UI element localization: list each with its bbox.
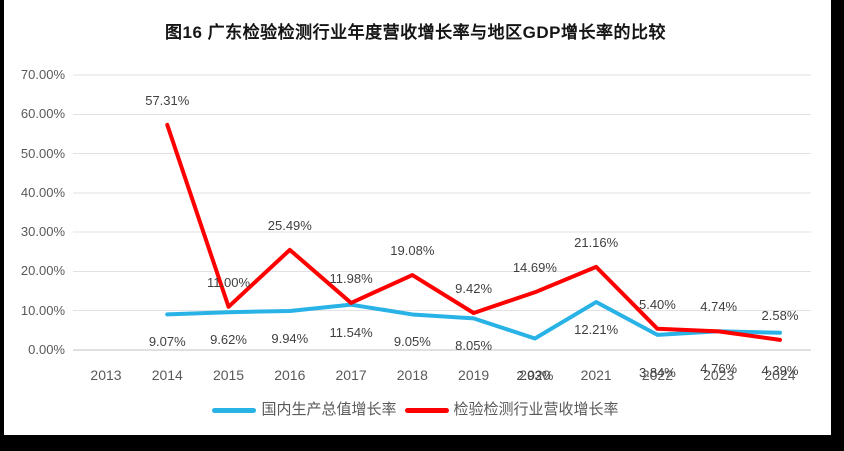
y-tick-label: 30.00% — [20, 224, 65, 240]
x-tick-label: 2014 — [151, 367, 183, 383]
legend-item-gdp: 国内生产总值增长率 — [212, 401, 397, 419]
gdp-data-label: 4.39% — [761, 362, 799, 378]
gdp-data-label: 9.62% — [210, 332, 247, 348]
y-tick-label: 50.00% — [20, 145, 65, 161]
x-tick-label: 2021 — [580, 367, 612, 383]
screenshot-border-left — [0, 0, 4, 451]
gdp-growth-line — [165, 300, 782, 341]
industry-data-label: 11.98% — [329, 270, 373, 286]
chart-legend: 国内生产总值增长率 检验检测行业营收增长率 — [0, 401, 831, 419]
x-tick-label: 2018 — [396, 367, 428, 383]
industry-revenue-growth-line — [165, 122, 782, 342]
gdp-data-label: 3.84% — [638, 364, 676, 380]
industry-data-label: 19.08% — [390, 243, 435, 259]
legend-item-industry: 检验检测行业营收增长率 — [404, 401, 619, 419]
industry-data-label: 4.74% — [700, 299, 738, 315]
legend-line-swatch — [404, 407, 449, 413]
gdp-data-label: 12.21% — [574, 322, 619, 338]
x-tick-label: 2019 — [458, 367, 490, 383]
y-tick-label: 70.00% — [20, 67, 65, 82]
y-tick-label: 20.00% — [20, 263, 65, 279]
industry-data-label: 9.42% — [455, 280, 493, 296]
x-tick-label: 2017 — [335, 367, 367, 383]
legend-label: 国内生产总值增长率 — [261, 401, 397, 418]
gdp-data-label: 11.54% — [329, 324, 373, 340]
x-tick-label: 2015 — [212, 367, 245, 383]
y-tick-label: 0.00% — [28, 342, 65, 357]
legend-line-swatch — [212, 407, 257, 413]
screenshot-border-bottom — [0, 435, 844, 451]
industry-data-label: 21.16% — [574, 234, 619, 250]
gdp-data-label: 8.05% — [455, 338, 493, 354]
industry-data-label: 25.49% — [267, 217, 312, 233]
x-tick-label: 2016 — [274, 367, 306, 383]
gdp-data-label: 9.07% — [148, 334, 186, 350]
x-tick-label: 2013 — [90, 367, 122, 383]
gdp-data-label: 4.76% — [700, 361, 738, 377]
industry-data-label: 2.58% — [761, 307, 799, 323]
y-tick-label: 40.00% — [20, 184, 65, 200]
x-tick-label: 2022 — [641, 367, 673, 383]
gdp-data-label: 9.05% — [393, 334, 431, 350]
industry-data-label: 11.00% — [206, 274, 251, 290]
x-tick-label: 2023 — [703, 367, 735, 383]
industry-data-label: 5.40% — [638, 296, 676, 312]
y-tick-label: 10.00% — [20, 302, 65, 318]
industry-data-label: 57.31% — [145, 92, 190, 108]
screenshot-border-right — [831, 0, 844, 451]
industry-data-label: 14.69% — [512, 260, 557, 276]
gdp-data-label: 9.94% — [271, 330, 309, 346]
chart-title: 图16 广东检验检测行业年度营收增长率与地区GDP增长率的比较 — [165, 23, 666, 42]
x-tick-label: 2020 — [519, 367, 551, 383]
gdp-data-label: 2.93% — [516, 368, 554, 384]
x-tick-label: 2024 — [764, 367, 796, 383]
legend-label: 检验检测行业营收增长率 — [453, 401, 619, 418]
y-tick-label: 60.00% — [20, 106, 65, 122]
